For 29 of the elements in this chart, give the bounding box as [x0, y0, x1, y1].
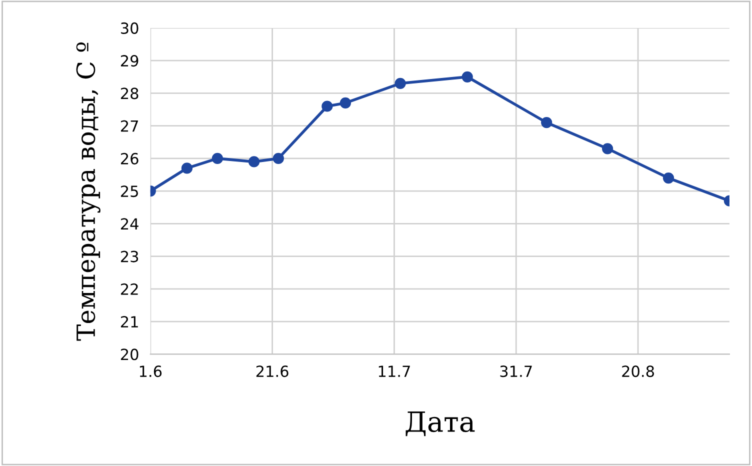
point [248, 156, 260, 168]
x-tick-label: 11.7 [378, 366, 410, 377]
y-axis-title: Температура воды, С º [76, 42, 100, 341]
point [181, 162, 193, 174]
y-tick-label: 23 [120, 250, 138, 262]
x-tick-label: 1.6 [140, 366, 162, 378]
y-tick-label: 22 [120, 283, 138, 295]
point [662, 172, 674, 184]
y-tick-label: 28 [120, 88, 138, 100]
x-tick-label: 20.8 [622, 366, 654, 378]
x-tick-label: 21.6 [256, 366, 288, 378]
y-tick-label: 21 [120, 316, 138, 328]
point [462, 71, 473, 82]
y-tick-label: 27 [120, 120, 138, 132]
y-tick-label: 29 [120, 55, 138, 67]
point [541, 117, 552, 128]
y-tick-label: 30 [121, 22, 138, 34]
point [340, 97, 351, 109]
point [394, 78, 406, 89]
y-tick-label: 24 [120, 218, 138, 230]
point [322, 100, 333, 112]
y-tick-label: 26 [120, 152, 138, 164]
point [212, 152, 224, 164]
y-tick-label: 25 [120, 186, 138, 198]
point [272, 152, 284, 164]
x-axis-title: Дата [406, 411, 475, 436]
point [602, 143, 614, 154]
x-tick-label: 31.7 [500, 366, 532, 378]
y-tick-label: 20 [120, 348, 138, 360]
